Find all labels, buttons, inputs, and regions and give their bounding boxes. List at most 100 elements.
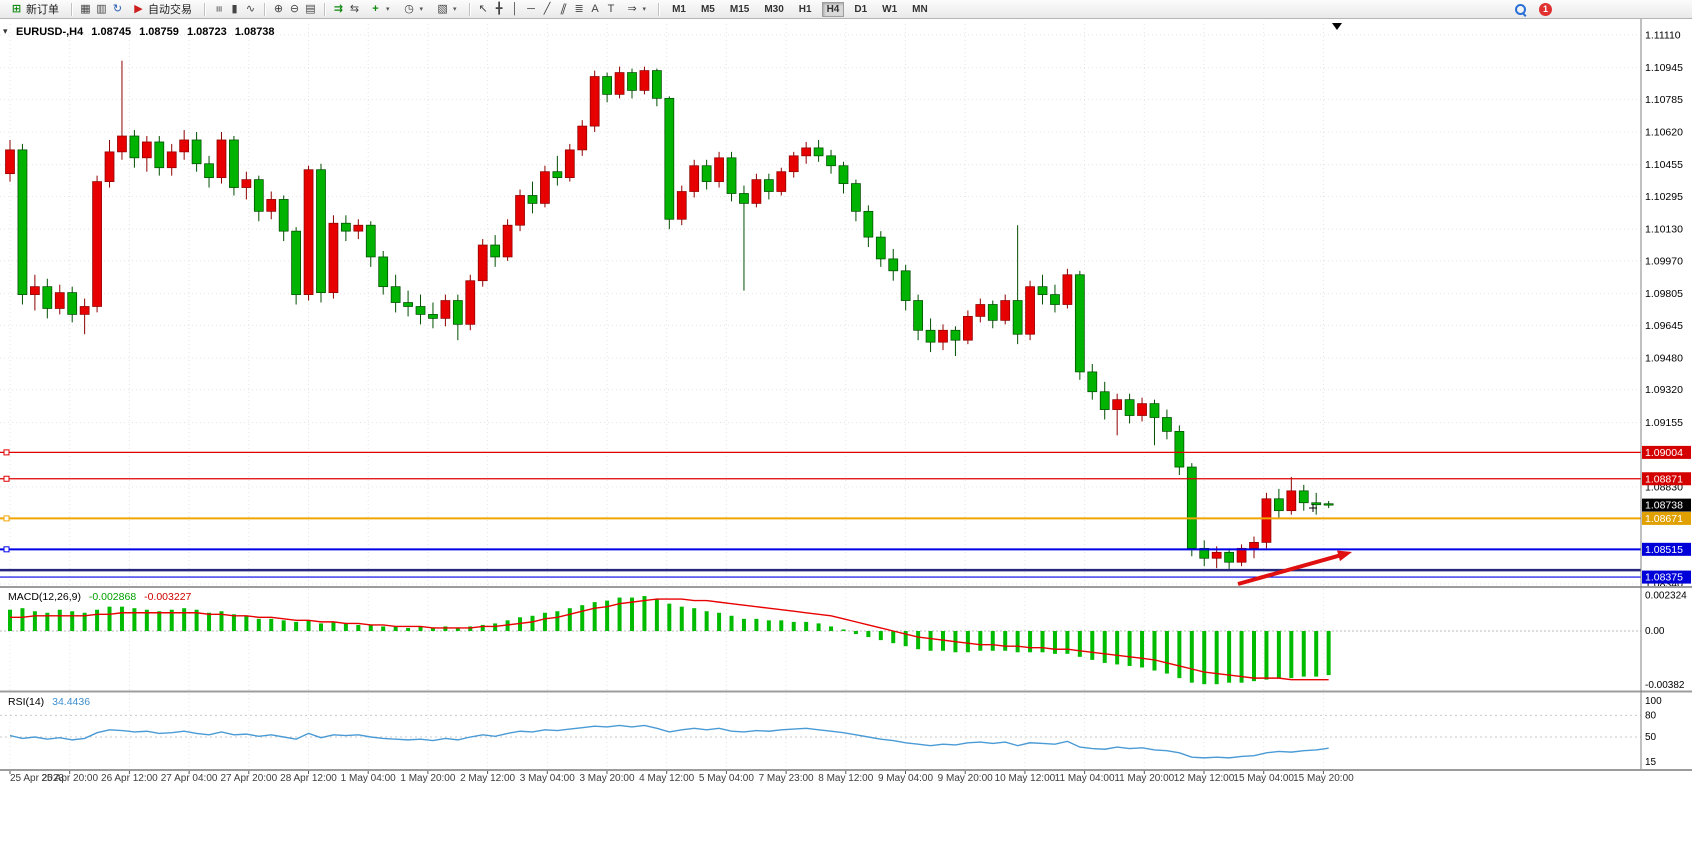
macd-histogram-bar: [244, 615, 249, 631]
charts-window-icon[interactable]: ▦: [80, 3, 91, 15]
horizontal-line-icon[interactable]: ─: [527, 3, 535, 15]
timeframe-w1[interactable]: W1: [877, 2, 902, 17]
macd-histogram-bar: [741, 618, 746, 631]
candle-body: [813, 147, 824, 157]
candlestick-chart-icon[interactable]: ▮: [231, 3, 238, 15]
candle-body: [1074, 274, 1085, 373]
macd-histogram-bar: [704, 611, 709, 631]
price-axis-label: 1.10295: [1645, 191, 1683, 203]
panel-divider-macd-rsi[interactable]: [0, 690, 1692, 693]
timeframe-mn[interactable]: MN: [907, 2, 933, 17]
trend-arrow-head[interactable]: [1337, 550, 1352, 562]
candle-body: [975, 304, 986, 317]
trend-arrow[interactable]: [1237, 552, 1345, 586]
zoom-in-icon[interactable]: ⊕: [273, 3, 284, 15]
macd-histogram-bar: [1003, 631, 1008, 651]
macd-histogram-bar: [505, 620, 510, 631]
candle-body: [639, 70, 650, 91]
refresh-icon[interactable]: ↻: [112, 3, 123, 15]
candle-body: [1012, 300, 1023, 335]
timeframe-m30[interactable]: M30: [759, 2, 788, 17]
shapes-dropdown[interactable]: ⇒ ▾: [621, 1, 652, 17]
templates-dropdown[interactable]: ▧ ▾: [431, 1, 462, 17]
macd-histogram-bar: [1301, 631, 1306, 677]
vertical-line-icon[interactable]: │: [511, 3, 519, 15]
price-axis-label: 1.09645: [1645, 320, 1683, 332]
auto-trading-label: 自动交易: [148, 4, 192, 16]
periods-dropdown[interactable]: ◷ ▾: [398, 1, 429, 17]
macd-histogram-bar: [642, 596, 647, 631]
candle-body: [900, 270, 911, 301]
search-icon[interactable]: [1514, 3, 1527, 16]
channel-icon[interactable]: ∥: [558, 3, 568, 15]
macd-histogram-bar: [32, 611, 37, 631]
auto-trading-button[interactable]: ▶ 自动交易: [127, 0, 197, 19]
price-badge: [1642, 445, 1691, 459]
macd-histogram-bar: [1065, 631, 1070, 654]
price-axis-label: 1.11110: [1645, 29, 1681, 41]
indicators-dropdown[interactable]: + ▾: [364, 1, 395, 17]
candle-body: [1062, 274, 1073, 305]
macd-histogram-bar: [1326, 631, 1331, 676]
price-badge-text: 1.08738: [1645, 500, 1683, 512]
line-handle[interactable]: [3, 515, 10, 522]
tile-windows-icon[interactable]: ▤: [305, 3, 316, 15]
panel-divider-rsi-time[interactable]: [0, 769, 1692, 771]
macd-histogram-bar: [804, 621, 809, 631]
candle-body: [739, 193, 749, 204]
label-icon[interactable]: T: [607, 3, 615, 15]
panel-divider-main-macd[interactable]: [0, 586, 1692, 588]
macd-histogram-bar: [729, 615, 734, 631]
time-axis-label: 11 May 04:00: [1055, 773, 1115, 784]
rsi-line: [9, 724, 1329, 759]
auto-scroll-icon[interactable]: ⇉: [333, 3, 344, 15]
trendline-icon[interactable]: ╱: [543, 3, 551, 15]
new-order-label: 新订单: [26, 4, 59, 16]
macd-scale-label: 0.00: [1645, 626, 1665, 637]
line-chart-icon[interactable]: ∿: [245, 3, 256, 15]
macd-histogram-bar: [132, 608, 137, 631]
bar-chart-icon[interactable]: ≡: [212, 5, 225, 13]
timeframe-m15[interactable]: M15: [725, 2, 754, 17]
crosshair-icon[interactable]: ╋: [495, 3, 503, 15]
candle-body: [751, 179, 762, 204]
timeframe-h1[interactable]: H1: [794, 2, 817, 17]
new-order-button[interactable]: ⊞ 新订单: [5, 0, 64, 19]
macd-histogram-bar: [70, 611, 75, 631]
macd-histogram-bar: [1314, 631, 1319, 677]
zoom-out-icon[interactable]: ⊖: [289, 3, 300, 15]
candle-body: [17, 149, 28, 295]
price-axis-label: 1.09805: [1645, 288, 1683, 300]
price-badge-text: 1.09004: [1645, 447, 1683, 459]
cursor-icon[interactable]: ↖: [478, 3, 488, 15]
timeframe-m1[interactable]: M1: [667, 2, 691, 17]
market-watch-icon[interactable]: ▥: [96, 3, 107, 15]
macd-histogram-bar: [343, 623, 348, 631]
timeframe-h4[interactable]: H4: [821, 1, 845, 17]
timeframe-m5[interactable]: M5: [696, 2, 720, 17]
line-handle[interactable]: [3, 546, 10, 553]
macd-histogram-bar: [119, 606, 124, 631]
macd-histogram-bar: [990, 631, 995, 651]
text-icon[interactable]: A: [591, 3, 599, 15]
candle-body: [1000, 300, 1011, 321]
chart-shift-icon[interactable]: ⇆: [349, 3, 360, 15]
macd-histogram-bar: [580, 605, 585, 631]
notification-badge[interactable]: 1: [1539, 2, 1552, 16]
candle-body: [166, 151, 177, 169]
candle-body: [5, 149, 15, 175]
one-click-trading-toggle[interactable]: ▾: [3, 26, 8, 36]
line-handle[interactable]: [3, 475, 10, 482]
fibonacci-icon[interactable]: ≣: [574, 3, 584, 15]
macd-histogram-bar: [518, 617, 523, 631]
timeframe-d1[interactable]: D1: [849, 2, 872, 17]
macd-histogram-bar: [157, 611, 162, 631]
line-handle[interactable]: [3, 449, 10, 456]
macd-histogram-bar: [368, 624, 373, 631]
candle-body: [428, 314, 438, 319]
candle-body: [1311, 502, 1322, 506]
macd-histogram-bar: [654, 599, 659, 631]
macd-histogram-bar: [891, 631, 896, 644]
candle-body: [465, 280, 476, 325]
